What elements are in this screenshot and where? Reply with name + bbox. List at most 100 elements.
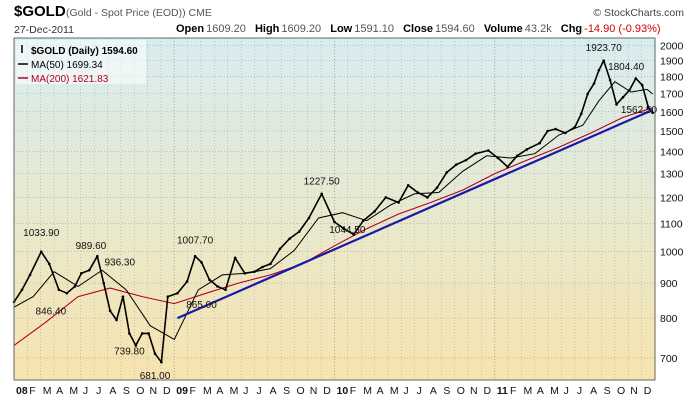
x-tick-label: O (136, 385, 144, 397)
annotation-label: 846.40 (36, 306, 67, 317)
annotation-label: 865.00 (186, 300, 217, 311)
trendline-layer (177, 108, 654, 320)
volume-value: 43.2k (524, 23, 552, 35)
price-point (352, 233, 356, 236)
x-tick-label: 10 (337, 385, 349, 397)
date-label: 27-Dec-2011 (14, 24, 74, 36)
x-tick-label: A (56, 385, 63, 397)
y-tick-label: 1300 (660, 169, 684, 181)
x-tick-label: J (243, 385, 248, 397)
price-point (115, 318, 118, 322)
x-tick-label: A (377, 385, 384, 397)
volume-label: Volume (483, 23, 523, 35)
x-tick-label: D (483, 385, 491, 397)
price-point (185, 280, 189, 283)
legend-label: MA(200) 1621.83 (31, 74, 109, 85)
price-point (464, 158, 468, 162)
y-tick-label: 1800 (660, 72, 684, 84)
price-point (140, 332, 144, 335)
x-tick-label: M (550, 385, 559, 397)
open-value: 1609.20 (206, 23, 246, 35)
low-label: Low (330, 23, 353, 35)
y-tick-label: 1100 (660, 218, 683, 230)
close-value: 1594.60 (435, 23, 475, 35)
x-tick-label: F (350, 385, 356, 397)
grid (13, 38, 655, 380)
annotation-label: 936.30 (104, 257, 135, 268)
plot-border (13, 37, 656, 381)
y-tick-label: 1700 (660, 89, 684, 101)
x-tick-label: J (403, 385, 408, 397)
price-point (426, 196, 429, 199)
price-point (243, 272, 247, 275)
price-point (121, 295, 125, 298)
price-point (397, 201, 400, 204)
price-point (406, 183, 410, 187)
x-axis: 08 F M A M J J A S O N D 09 F M A M J J A S O N D 10 F M A M J J A S O N D 1… (16, 385, 652, 397)
price-point (573, 125, 577, 129)
price-point (47, 262, 51, 266)
chart-header: $GOLD (Gold - Spot Price (EOD)) CME © St… (0, 0, 700, 40)
y-tick-label: 800 (660, 313, 678, 325)
x-tick-label: M (524, 385, 533, 397)
price-point (525, 148, 529, 151)
price-point (546, 129, 549, 133)
price-point (608, 78, 612, 82)
y-tick-label: 1000 (660, 247, 684, 259)
x-tick-label: A (109, 385, 116, 397)
ohlc-readout: Open 1609.20 High 1609.20 Low 1591.10 Close… (170, 23, 661, 35)
x-tick-label: M (43, 385, 52, 397)
price-point (435, 186, 439, 189)
price-point (20, 288, 24, 292)
price-point (307, 216, 311, 220)
price-point (153, 352, 157, 356)
price-point (579, 112, 583, 115)
x-tick-label: N (630, 385, 638, 397)
price-point (39, 250, 43, 254)
price-point (96, 254, 99, 258)
x-tick-label: S (604, 385, 611, 397)
x-tick-label: O (617, 385, 625, 397)
price-point (592, 82, 596, 85)
ma200-line (13, 107, 653, 346)
price-point (597, 68, 601, 72)
open-label: Open (176, 23, 205, 35)
y-tick-label: 1600 (660, 107, 684, 119)
annotation-label: 1227.50 (304, 177, 341, 188)
x-tick-label: S (123, 385, 130, 397)
price-point (563, 131, 567, 135)
price-point (362, 219, 365, 222)
price-point (487, 149, 490, 152)
price-point (73, 285, 77, 288)
price-point (496, 156, 500, 160)
y-tick-label: 1900 (660, 56, 684, 68)
symbol-title: $GOLD (14, 3, 66, 20)
price-point (615, 103, 618, 106)
price-point (634, 77, 638, 80)
price-point (88, 268, 91, 272)
y-axis: 700 800 900 1000 1100 1200 1300 1400 1500 1600 170… (660, 40, 684, 365)
price-point (134, 344, 138, 347)
x-tick-label: J (564, 385, 569, 397)
price-point (445, 171, 448, 174)
price-point (538, 141, 541, 145)
legend-label: MA(50) 1699.34 (31, 60, 103, 71)
y-tick-label: 700 (660, 353, 678, 365)
x-tick-label: N (310, 385, 318, 397)
price-point (166, 295, 170, 298)
price-point (208, 278, 211, 282)
price-point (128, 332, 131, 335)
price-point (506, 165, 509, 169)
annotation-label: 989.60 (76, 241, 107, 252)
x-tick-label: F (510, 385, 516, 397)
price-point (108, 309, 112, 313)
x-tick-label: O (296, 385, 304, 397)
x-tick-label: D (323, 385, 331, 397)
price-point (216, 285, 219, 288)
annotation-label: 1923.70 (586, 43, 623, 54)
price-point (57, 288, 61, 292)
annotation-label: 1804.40 (608, 62, 645, 73)
annotation-label: 681.00 (140, 371, 171, 382)
brand-label: © StockCharts.com (593, 7, 684, 19)
annotation-label: 1044.50 (329, 225, 366, 236)
